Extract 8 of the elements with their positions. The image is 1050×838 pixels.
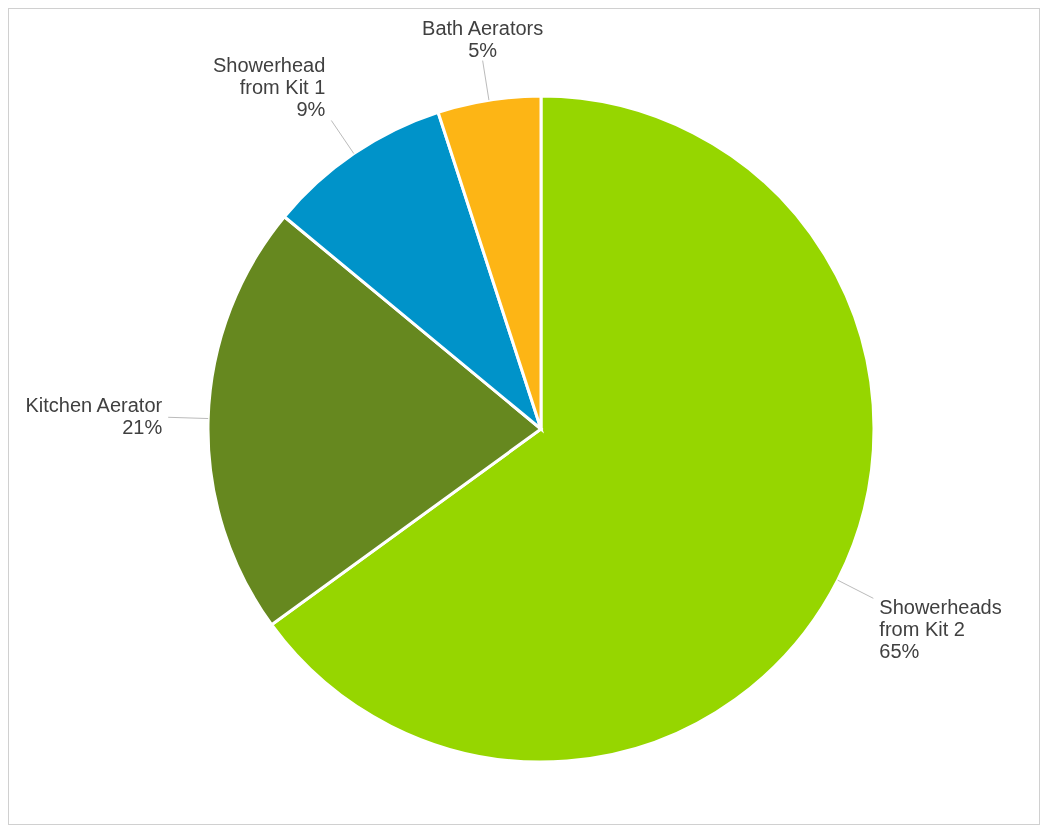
slice-label: Bath Aerators [422,16,544,39]
data-label: 9% [296,98,326,121]
slice-label: Showerhead from Kit 1 [213,54,326,99]
data-label: 5% [468,38,498,61]
slice-label: Kitchen Aerator [25,394,163,417]
data-label: 65% [879,640,920,663]
slice-label: Showerheads from Kit 2 [879,596,1002,641]
data-label: 21% [122,416,163,439]
